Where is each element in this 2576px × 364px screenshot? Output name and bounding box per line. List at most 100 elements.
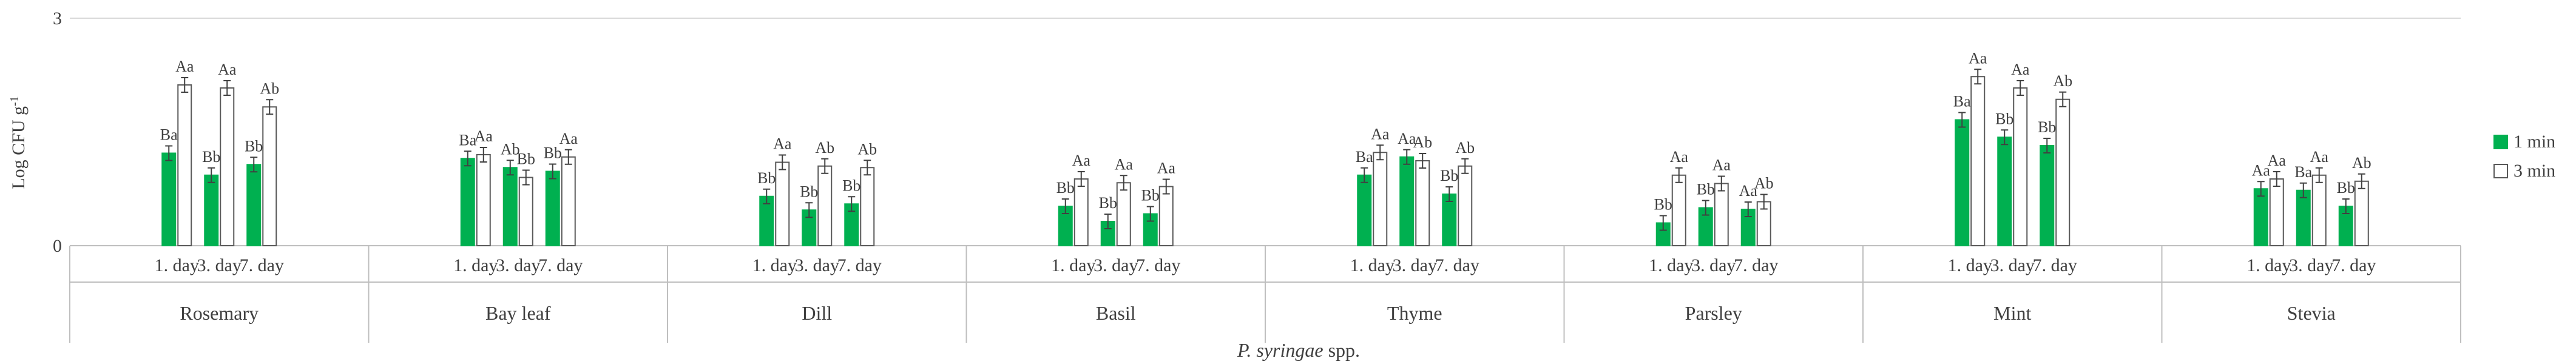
bar-3min: [1671, 174, 1686, 246]
group-label: Mint: [1993, 302, 2031, 324]
day-label: 7. day: [538, 255, 583, 275]
day-label: 3. day: [1393, 255, 1437, 275]
day-label: 1. day: [1350, 255, 1394, 275]
significance-label: Aa: [2268, 152, 2287, 169]
bar-3min: [220, 87, 235, 246]
day-label: 3. day: [496, 255, 540, 275]
bar-3min: [1714, 183, 1729, 246]
bar-1min: [545, 170, 560, 246]
legend-label: 3 min: [2513, 161, 2555, 181]
significance-label: Bb: [1056, 179, 1075, 197]
bar-3min: [1116, 182, 1131, 246]
significance-label: Ab: [1754, 175, 1774, 192]
significance-label: Bb: [544, 144, 562, 162]
bars: [161, 69, 2369, 246]
significance-label: Aa: [1371, 125, 1390, 143]
significance-label: Aa: [1739, 182, 1758, 200]
y-axis-label-text: Log CFU g: [8, 106, 29, 189]
significance-label: Bb: [1099, 194, 1117, 212]
group-label: Thyme: [1387, 302, 1442, 324]
significance-label: Aa: [2310, 148, 2329, 166]
day-label: 1. day: [752, 255, 797, 275]
significance-label: Ab: [501, 140, 520, 158]
bar-1min: [1997, 136, 2012, 246]
significance-label: Ab: [260, 79, 279, 97]
significance-label: Ab: [857, 140, 877, 158]
day-label: 7. day: [240, 255, 284, 275]
significance-label: Ab: [2053, 72, 2072, 90]
bar-3min: [1458, 165, 1473, 246]
significance-label: Bb: [1440, 167, 1458, 184]
x-axis-title-suffix: spp.: [1323, 339, 1360, 361]
group-label: Dill: [802, 302, 832, 324]
significance-label: Aa: [1157, 160, 1176, 177]
significance-label: Bb: [517, 150, 535, 168]
significance-label: Aa: [1712, 157, 1731, 174]
legend: 1 min 3 min: [2493, 132, 2555, 181]
significance-label: Bb: [245, 137, 263, 155]
bar-1min: [1955, 119, 1970, 246]
day-label: 7. day: [2331, 255, 2376, 275]
bar-1min: [2253, 188, 2268, 246]
bar-3min: [2013, 87, 2028, 246]
significance-label: Ab: [815, 139, 834, 157]
group-label: Rosemary: [180, 302, 259, 324]
significance-label: Aa: [218, 61, 237, 78]
significance-label: Aa: [1670, 148, 1689, 166]
day-label: 7. day: [1435, 255, 1479, 275]
significance-label: Bb: [1697, 181, 1715, 198]
bar-1min: [460, 158, 475, 246]
significance-label: Aa: [1969, 49, 1987, 67]
y-axis-label-superscript: -1: [8, 96, 21, 106]
significance-label: Ba: [2294, 163, 2312, 181]
bar-1min: [1399, 156, 1415, 246]
day-label: 1. day: [155, 255, 199, 275]
y-tick-label: 3: [53, 8, 62, 29]
bar-3min: [1970, 76, 1986, 246]
significance-label: Bb: [2038, 118, 2056, 136]
group-label: Stevia: [2287, 302, 2336, 324]
bar-3min: [561, 156, 576, 246]
bar-3min: [2311, 174, 2327, 246]
significance-label: Ab: [2352, 154, 2371, 172]
bar-1min: [502, 167, 518, 246]
significance-label: Ab: [1455, 139, 1475, 157]
significance-label: Ba: [459, 131, 476, 149]
significance-label: Aa: [559, 130, 578, 147]
y-tick-label: 0: [53, 236, 62, 256]
bar-3min: [817, 165, 833, 246]
significance-label: Aa: [175, 58, 194, 75]
bar-1min: [204, 174, 219, 246]
significance-label: Aa: [475, 127, 493, 145]
bar-3min: [2354, 180, 2369, 246]
bar-1min: [246, 164, 262, 246]
legend-swatch-3min: [2493, 164, 2508, 178]
bar-3min: [860, 167, 875, 246]
bar-3min: [2055, 98, 2071, 246]
day-label: 3. day: [197, 255, 242, 275]
group-label: Bay leaf: [485, 302, 551, 324]
day-label: 3. day: [2289, 255, 2333, 275]
y-axis-label: Log CFU g-1: [8, 96, 29, 189]
day-label: 3. day: [1691, 255, 1736, 275]
significance-label: Bb: [1654, 196, 1672, 214]
x-axis-title: P. syringae spp.: [1237, 339, 1360, 361]
significance-label: Bb: [842, 177, 860, 194]
day-label: 1. day: [453, 255, 498, 275]
significance-label: Ba: [1356, 148, 1373, 166]
legend-label: 1 min: [2513, 132, 2555, 152]
bar-3min: [1373, 152, 1388, 246]
group-label: Basil: [1096, 302, 1136, 324]
significance-label: Ab: [1413, 133, 1432, 151]
significance-label: Ba: [160, 126, 178, 144]
bar-1min: [161, 152, 177, 246]
day-label: 1. day: [1051, 255, 1095, 275]
significance-label: Aa: [1072, 152, 1091, 169]
bar-3min: [518, 177, 533, 246]
day-label: 3. day: [795, 255, 839, 275]
significance-label: Bb: [800, 183, 818, 200]
day-label: 1. day: [2246, 255, 2291, 275]
